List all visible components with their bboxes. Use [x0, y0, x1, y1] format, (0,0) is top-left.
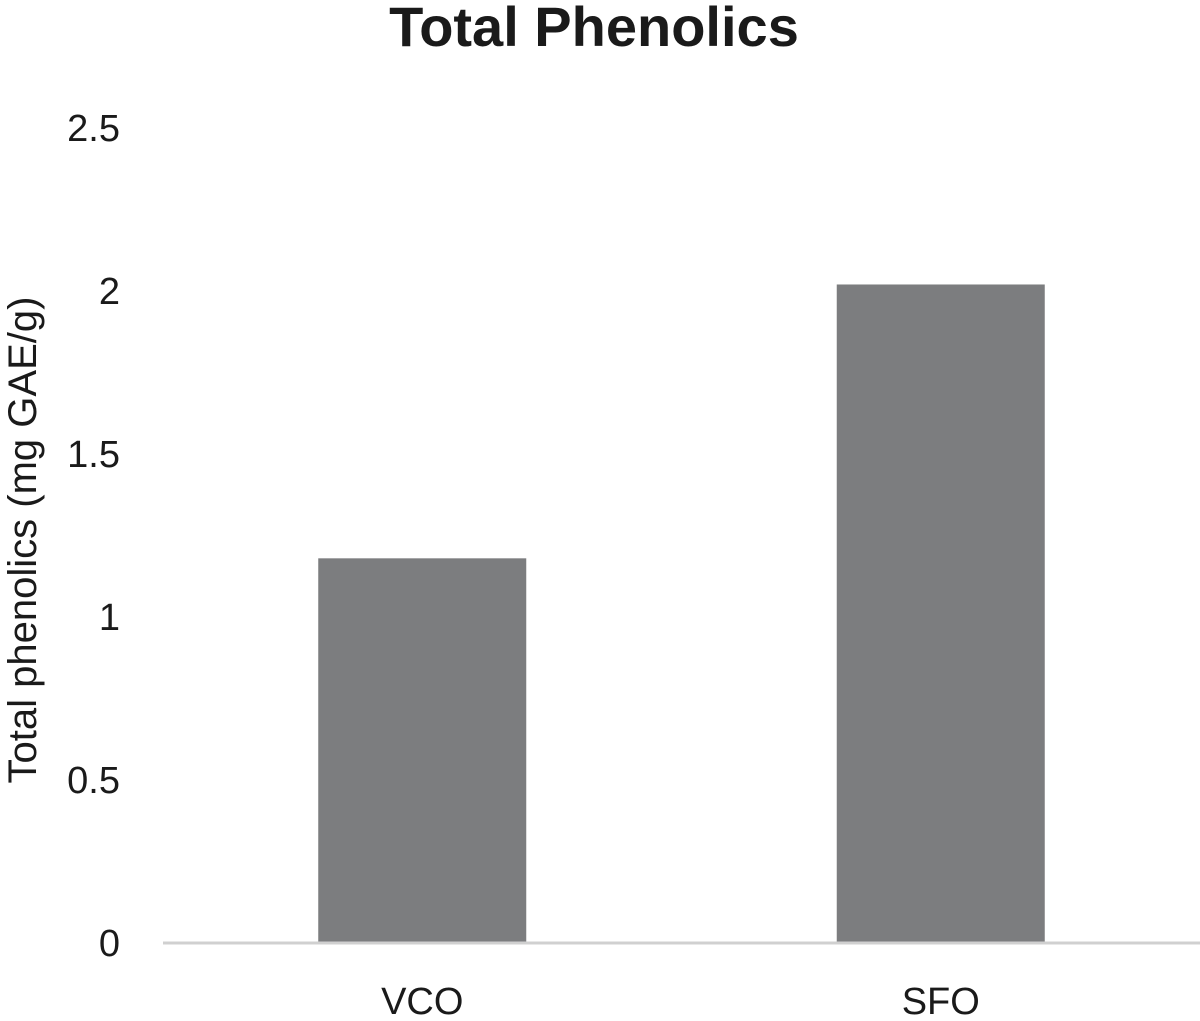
bar-vco [318, 558, 527, 943]
y-tick-label: 1 [99, 597, 120, 639]
y-axis-ticks: 0 0.5 1 1.5 2 2.5 [67, 108, 120, 965]
x-category-label: VCO [381, 981, 463, 1016]
x-axis-labels: VCO SFO [381, 981, 980, 1021]
bar-sfo [836, 284, 1045, 944]
y-tick-label: 2 [99, 271, 120, 313]
bars [318, 284, 1045, 944]
y-axis-title: Total phenolics (mg GAE/g) [1, 297, 45, 784]
chart-title: Total Phenolics [389, 0, 799, 58]
y-tick-label: 0.5 [67, 760, 120, 802]
y-tick-label: 1.5 [67, 434, 120, 476]
x-category-label: SFO [902, 981, 980, 1016]
y-tick-label: 2.5 [67, 108, 120, 150]
y-tick-label: 0 [99, 923, 120, 965]
